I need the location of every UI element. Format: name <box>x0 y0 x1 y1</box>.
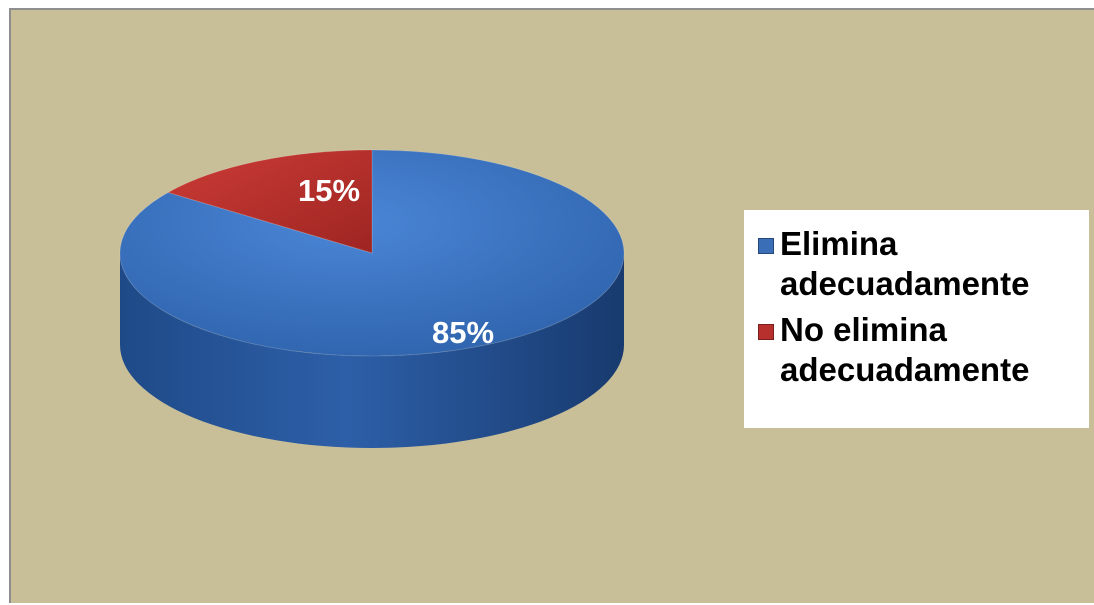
pie-slice-elimina <box>119 149 625 357</box>
legend: Elimina adecuadamente No elimina adecuad… <box>744 210 1089 428</box>
pie-chart: 85% 15% <box>119 149 625 448</box>
legend-label: No elimina adecuadamente <box>780 311 1030 388</box>
chart-area: 85% 15% Elimina adecuadamente No elimina … <box>9 8 1094 603</box>
data-label-elimina: 85% <box>432 315 494 350</box>
legend-label: Elimina adecuadamente <box>780 225 1030 302</box>
legend-swatch-red <box>758 324 774 340</box>
legend-swatch-blue <box>758 238 774 254</box>
legend-item-no-elimina: No elimina adecuadamente <box>758 310 1079 390</box>
data-label-no-elimina: 15% <box>298 173 360 208</box>
pie-side-wall <box>120 253 624 448</box>
legend-item-elimina: Elimina adecuadamente <box>758 224 1079 304</box>
pie-slice-no-elimina <box>166 149 373 254</box>
